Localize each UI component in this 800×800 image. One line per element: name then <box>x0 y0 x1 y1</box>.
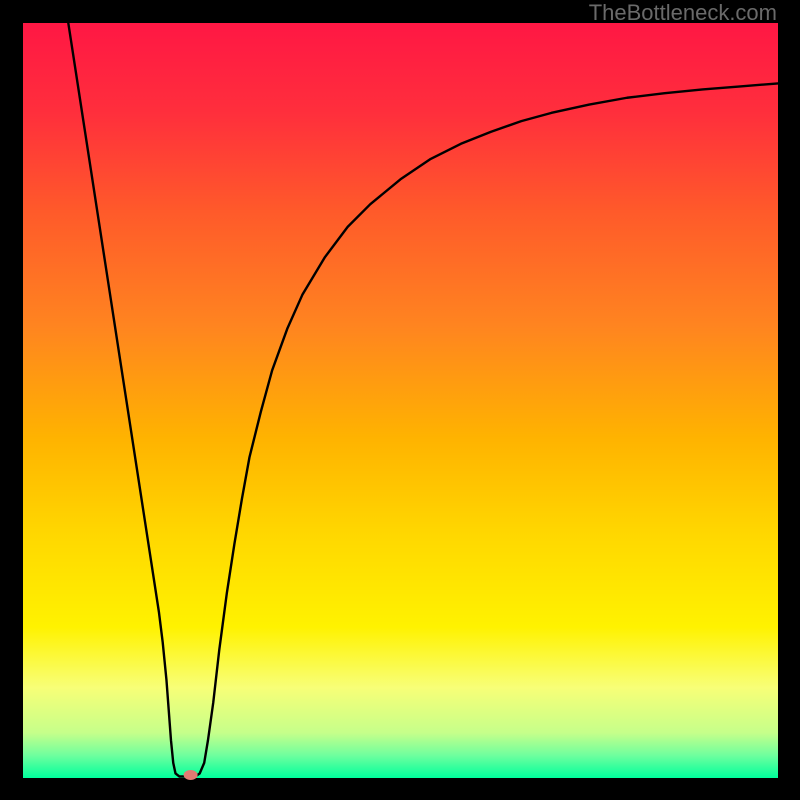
plot-svg <box>0 0 800 800</box>
plot-background <box>23 23 778 778</box>
bottleneck-chart: TheBottleneck.com <box>0 0 800 800</box>
optimal-marker <box>184 770 198 780</box>
watermark-text: TheBottleneck.com <box>589 0 777 26</box>
